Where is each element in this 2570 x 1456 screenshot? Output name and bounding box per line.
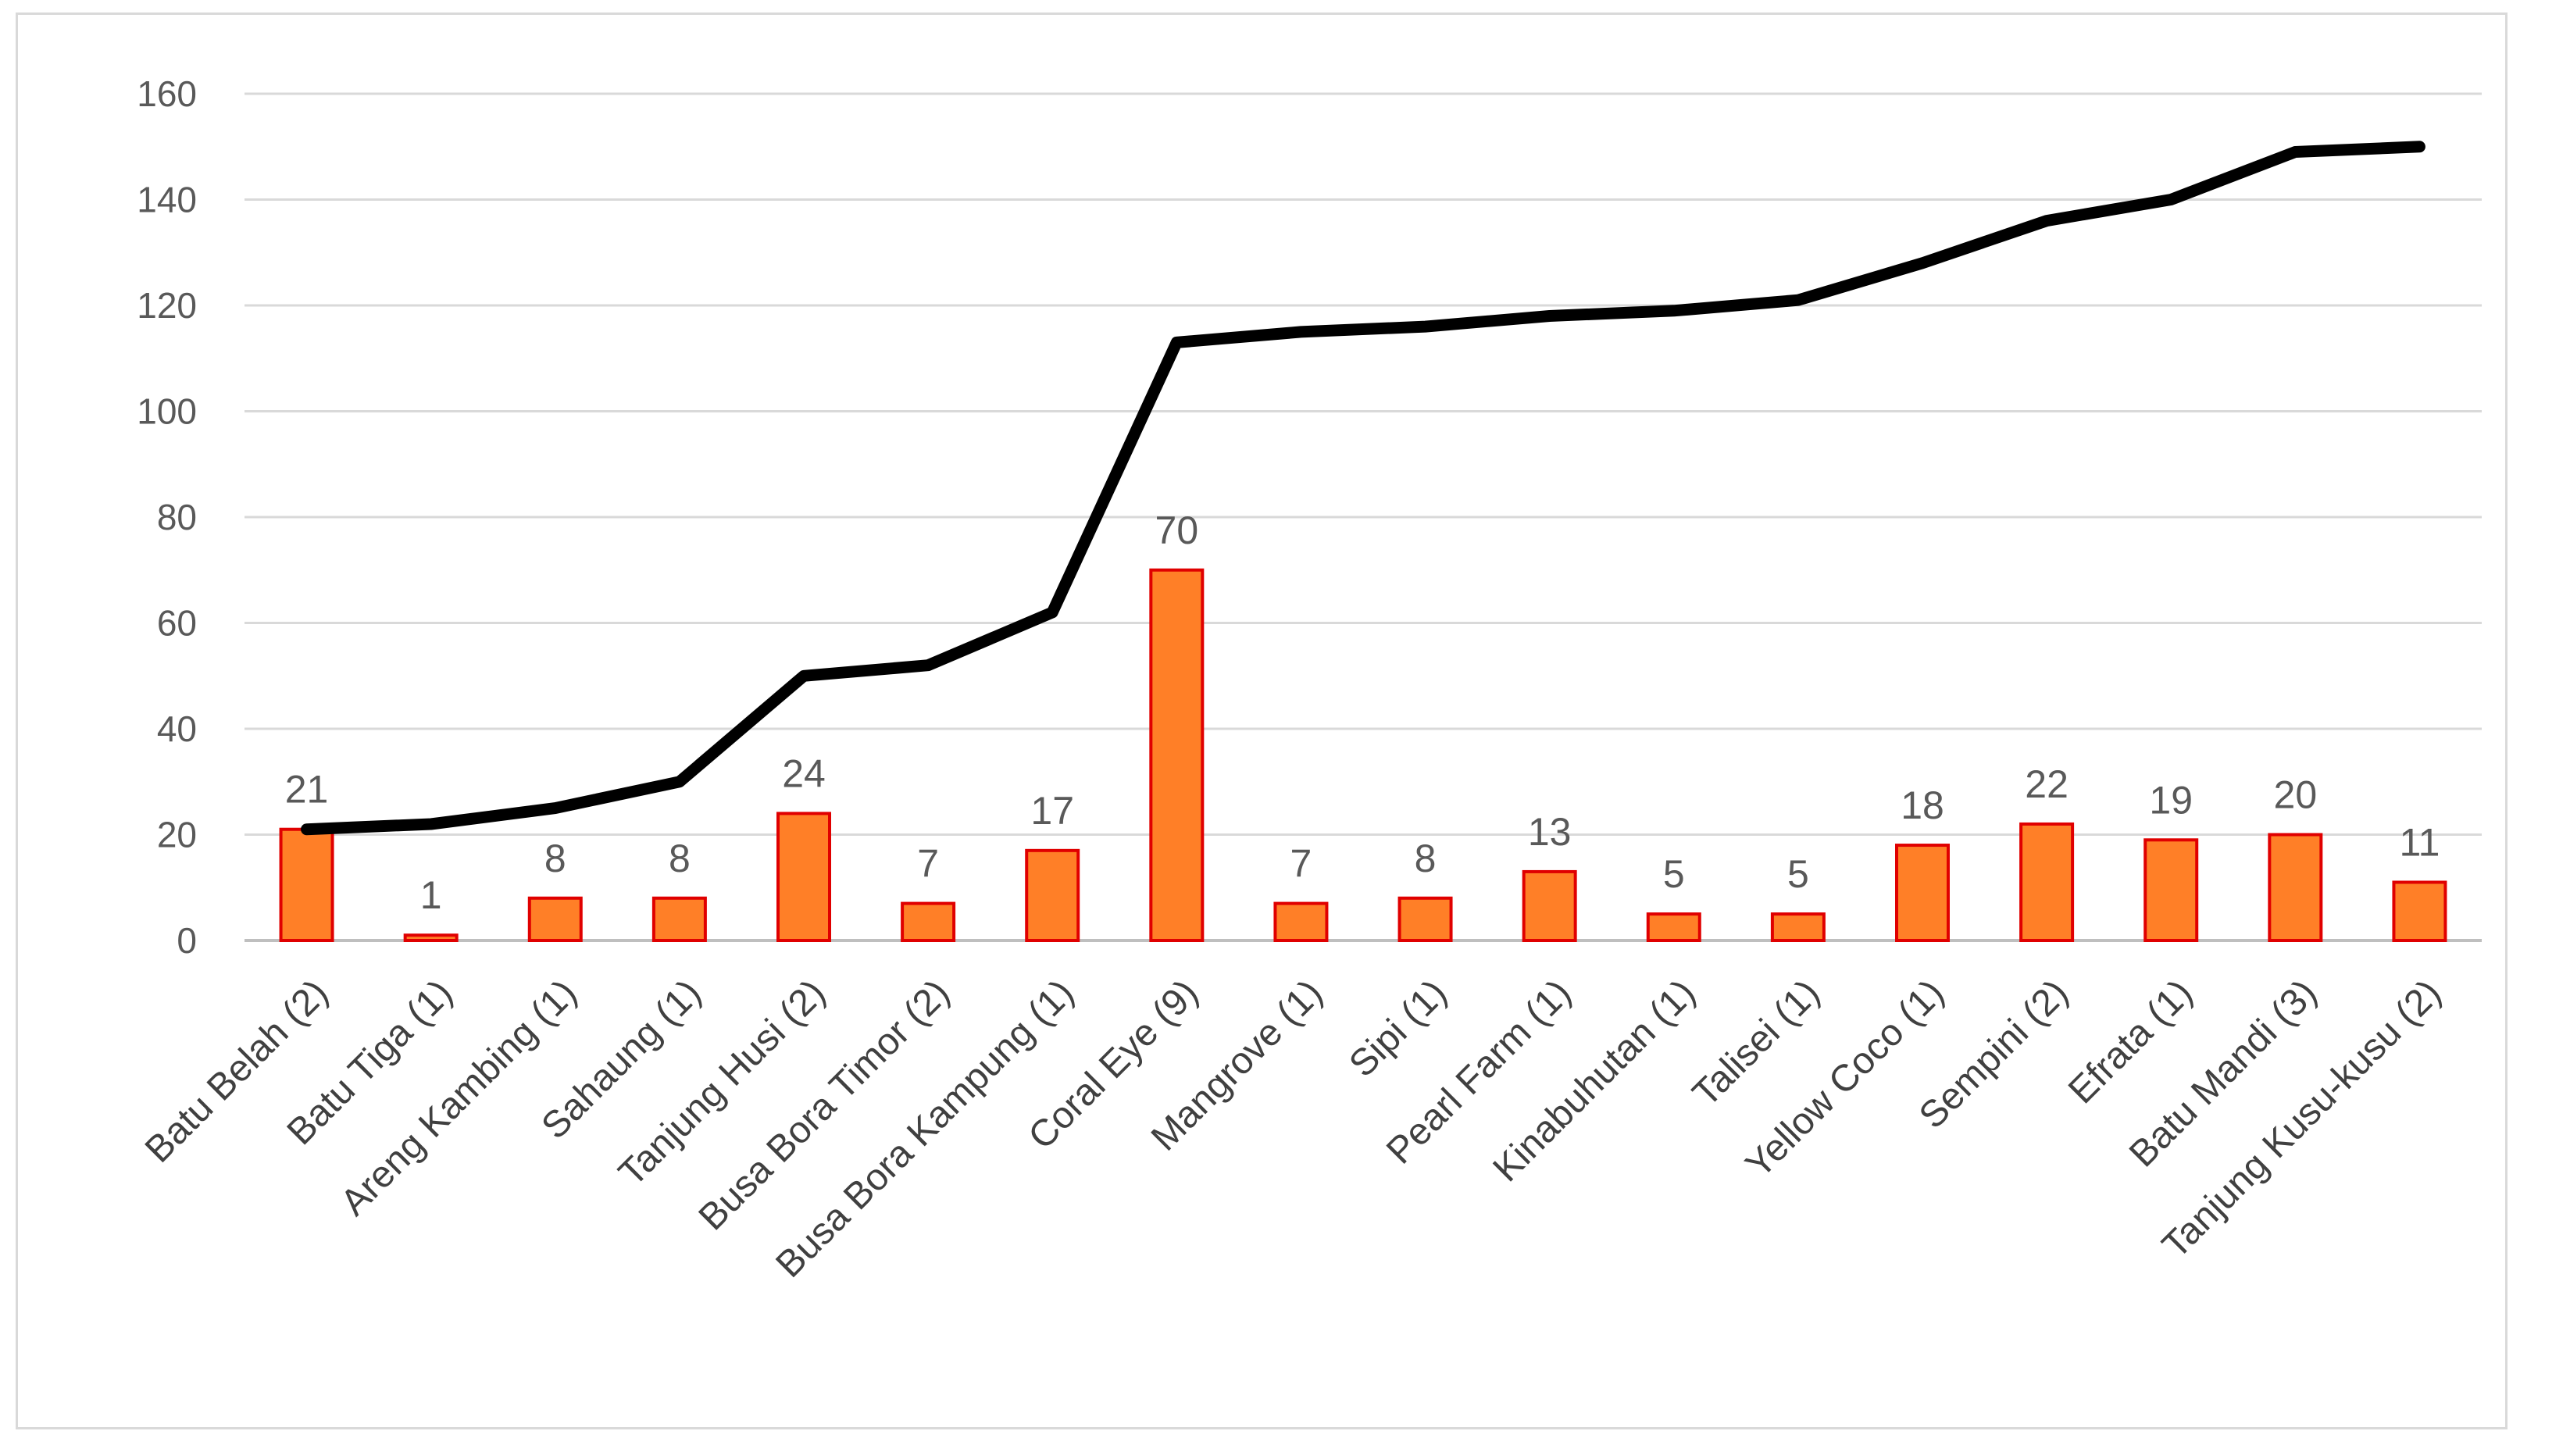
bar [1646, 912, 1701, 942]
gridlines [245, 92, 2482, 942]
bar [1895, 844, 1950, 943]
line-point [2170, 198, 2172, 201]
x-tick-label: Tanjung Husi (2) [611, 972, 833, 1194]
bar-data-label: 5 [1663, 852, 1685, 896]
bar-data-label: 1 [420, 873, 442, 917]
bar-data-label: 20 [2274, 773, 2318, 817]
bar-data-label: 22 [2025, 762, 2068, 806]
bar-data-label: 13 [1528, 810, 1572, 854]
line-point [1051, 611, 1054, 613]
bar [403, 933, 459, 942]
line-point [927, 664, 930, 666]
y-tick-label: 60 [157, 603, 197, 644]
y-tick-label: 80 [157, 497, 197, 537]
bar [2392, 880, 2447, 942]
line-point [1797, 299, 1799, 302]
bar-data-label: 7 [917, 842, 939, 886]
line-series [301, 141, 2425, 836]
bar [1770, 912, 1826, 942]
line-point [2418, 145, 2421, 148]
bar [527, 896, 583, 943]
line-point [1548, 315, 1551, 317]
y-tick-label: 160 [137, 73, 197, 114]
line-point [2046, 219, 2048, 222]
x-tick-label: Sipi (1) [1341, 972, 1455, 1085]
bar [2268, 833, 2323, 942]
bar [776, 812, 831, 943]
line-point [305, 828, 308, 830]
bar-data-label: 24 [782, 751, 826, 795]
bar-data-label: 5 [1787, 852, 1809, 896]
bar [1273, 901, 1329, 942]
bar-data-label: 8 [544, 837, 566, 880]
line-point [554, 807, 556, 809]
y-tick-label: 100 [137, 391, 197, 432]
y-tick-label: 20 [157, 815, 197, 855]
line-point [678, 780, 680, 783]
bar [2019, 822, 2075, 942]
bar [1397, 896, 1453, 943]
bar-data-label: 8 [669, 837, 691, 880]
line-point [803, 675, 805, 677]
x-axis: Batu Belah (2)Batu Tiga (1)Areng Kambing… [137, 972, 2449, 1286]
y-tick-label: 120 [137, 285, 197, 326]
chart-frame [16, 12, 2508, 1429]
line-point [2294, 151, 2297, 153]
line-point [1300, 330, 1302, 333]
x-tick-label: Busa Bora Timor (2) [691, 972, 958, 1238]
y-tick-label: 0 [177, 920, 197, 961]
bar [1025, 848, 1080, 942]
bar [901, 901, 956, 942]
line-point [1672, 309, 1675, 312]
line-point [1424, 326, 1426, 328]
bar-data-label: 7 [1290, 842, 1312, 886]
bar-series [279, 568, 2447, 943]
bar [279, 827, 334, 942]
x-tick-label: Areng Kambing (1) [333, 972, 584, 1223]
line-point [1922, 262, 1923, 264]
bar-data-label: 18 [1901, 783, 1944, 827]
bar [1149, 568, 1205, 942]
bar-data-label: 19 [2149, 778, 2193, 822]
y-axis: 0 20 40 60 80 100 120 140 160 [137, 73, 197, 961]
y-tick-label: 140 [137, 180, 197, 220]
bar-data-label: 21 [285, 768, 329, 812]
bar [2143, 838, 2199, 943]
line-point [430, 823, 432, 825]
bar-data-label: 11 [2399, 820, 2440, 864]
cumulative-line [301, 141, 2425, 836]
line-point [1176, 341, 1178, 344]
y-tick-label: 40 [157, 708, 197, 749]
bar-data-label: 8 [1415, 837, 1437, 880]
bar [651, 896, 707, 943]
bar-data-label: 70 [1155, 509, 1199, 552]
bar-data-label: 17 [1030, 789, 1074, 833]
bar [1522, 869, 1577, 943]
